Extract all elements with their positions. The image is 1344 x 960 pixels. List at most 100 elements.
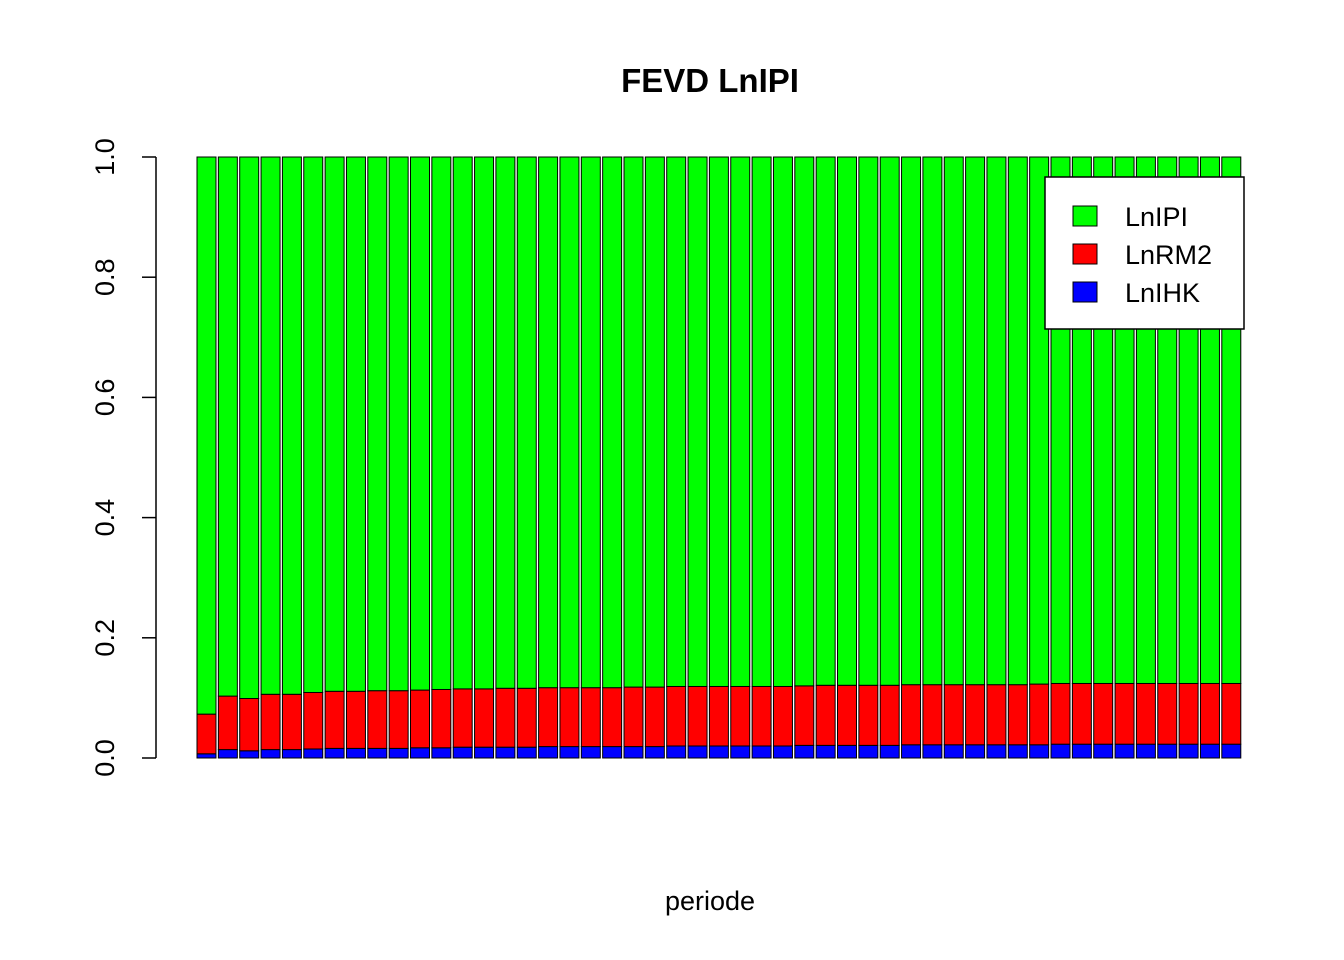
- bar-segment-lnihk: [1135, 743, 1156, 759]
- bar-segment-lnihk: [1157, 743, 1178, 759]
- bar-segment-lnihk: [495, 746, 516, 759]
- legend-swatch-lnihk: [1072, 281, 1098, 303]
- bar-segment-lnihk: [772, 745, 793, 759]
- bar-segment-lnipi: [217, 156, 238, 697]
- bar-segment-lnipi: [324, 156, 345, 692]
- bar-segment-lnihk: [708, 745, 729, 759]
- bar-segment-lnipi: [751, 156, 772, 687]
- bar-segment-lnrm2: [345, 690, 366, 749]
- bar-segment-lnrm2: [986, 684, 1007, 746]
- bar-segment-lnihk: [388, 747, 409, 759]
- bar-segment-lnrm2: [1071, 682, 1092, 745]
- bar-segment-lnrm2: [708, 685, 729, 747]
- bar-segment-lnrm2: [815, 684, 836, 746]
- bar-segment-lnihk: [1221, 743, 1242, 759]
- bar-segment-lnrm2: [922, 684, 943, 746]
- bar-segment-lnipi: [794, 156, 815, 687]
- bar-segment-lnrm2: [730, 685, 751, 747]
- bar-segment-lnipi: [431, 156, 452, 690]
- bar-segment-lnihk: [1007, 744, 1028, 759]
- bar-segment-lnrm2: [1135, 682, 1156, 745]
- bar-segment-lnipi: [303, 156, 324, 693]
- bar-segment-lnipi: [388, 156, 409, 692]
- bar-segment-lnihk: [837, 744, 857, 759]
- bar-segment-lnihk: [1071, 743, 1092, 759]
- bar-segment-lnihk: [580, 746, 601, 759]
- bar-segment-lnihk: [324, 747, 345, 759]
- bar-segment-lnipi: [837, 156, 857, 686]
- bar-segment-lnipi: [858, 156, 879, 686]
- bar-segment-lnipi: [666, 156, 687, 687]
- bar-segment-lnipi: [922, 156, 943, 686]
- bar-segment-lnrm2: [772, 685, 793, 747]
- bar-segment-lnrm2: [1050, 682, 1071, 745]
- bar-segment-lnihk: [730, 745, 751, 759]
- bar-segment-lnihk: [452, 746, 473, 759]
- bar-segment-lnipi: [879, 156, 900, 686]
- bars-group: [196, 156, 1242, 759]
- bar-segment-lnipi: [730, 156, 751, 687]
- bar-segment-lnrm2: [580, 687, 601, 748]
- bar-segment-lnrm2: [1178, 682, 1199, 745]
- legend-swatch-lnipi: [1072, 205, 1098, 227]
- bar-segment-lnipi: [772, 156, 793, 687]
- x-axis-label: periode: [665, 886, 755, 916]
- bar-segment-lnrm2: [858, 684, 879, 746]
- bar-segment-lnrm2: [1093, 682, 1114, 745]
- bar-segment-lnrm2: [1007, 684, 1028, 746]
- bar-segment-lnihk: [1178, 743, 1199, 759]
- bar-segment-lnrm2: [196, 713, 217, 755]
- bar-segment-lnrm2: [516, 687, 537, 748]
- bar-segment-lnrm2: [559, 687, 580, 748]
- bar-segment-lnipi: [410, 156, 430, 691]
- y-axis: 0.0 0.2 0.4 0.6 0.8 1.0: [90, 138, 157, 777]
- bar-segment-lnihk: [901, 744, 922, 759]
- bar-segment-lnipi: [196, 156, 217, 715]
- bar-segment-lnipi: [644, 156, 665, 688]
- bar-segment-lnihk: [986, 744, 1007, 759]
- bar-segment-lnrm2: [388, 690, 409, 749]
- bar-segment-lnipi: [559, 156, 580, 689]
- bar-segment-lnrm2: [644, 686, 665, 748]
- bar-segment-lnihk: [474, 746, 495, 759]
- bar-segment-lnihk: [239, 750, 260, 759]
- bar-segment-lnrm2: [217, 695, 238, 751]
- bar-segment-lnihk: [281, 749, 302, 759]
- bar-segment-lnipi: [516, 156, 537, 689]
- bar-segment-lnrm2: [452, 688, 473, 748]
- bar-segment-lnipi: [260, 156, 281, 695]
- bar-segment-lnrm2: [602, 687, 623, 748]
- bar-segment-lnrm2: [1114, 682, 1135, 745]
- bar-segment-lnihk: [965, 744, 986, 759]
- bar-segment-lnrm2: [260, 693, 281, 751]
- bar-segment-lnihk: [1093, 743, 1114, 759]
- bar-segment-lnihk: [687, 745, 708, 759]
- bar-segment-lnipi: [986, 156, 1007, 686]
- bar-segment-lnrm2: [794, 685, 815, 746]
- bar-segment-lnihk: [666, 745, 687, 759]
- bar-segment-lnihk: [431, 747, 452, 759]
- bar-segment-lnihk: [602, 746, 623, 759]
- bar-segment-lnipi: [367, 156, 388, 692]
- y-tick-label: 0.2: [90, 619, 120, 657]
- bar-segment-lnrm2: [1199, 682, 1220, 745]
- bar-segment-lnihk: [345, 747, 366, 759]
- bar-segment-lnihk: [751, 745, 772, 759]
- bar-segment-lnrm2: [474, 688, 495, 748]
- bar-segment-lnrm2: [965, 684, 986, 746]
- bar-segment-lnihk: [538, 746, 559, 759]
- bar-segment-lnrm2: [751, 685, 772, 747]
- bar-segment-lnihk: [644, 746, 665, 759]
- bar-segment-lnihk: [410, 747, 430, 759]
- bar-segment-lnihk: [217, 749, 238, 759]
- legend-label-lnihk: LnIHK: [1125, 278, 1200, 308]
- bar-segment-lnipi: [495, 156, 516, 689]
- y-tick-label: 0.6: [90, 379, 120, 417]
- bar-segment-lnipi: [580, 156, 601, 689]
- bar-segment-lnrm2: [1029, 683, 1050, 746]
- bar-segment-lnrm2: [431, 688, 452, 749]
- bar-segment-lnipi: [708, 156, 729, 687]
- bar-segment-lnihk: [196, 753, 217, 759]
- bar-segment-lnipi: [901, 156, 922, 686]
